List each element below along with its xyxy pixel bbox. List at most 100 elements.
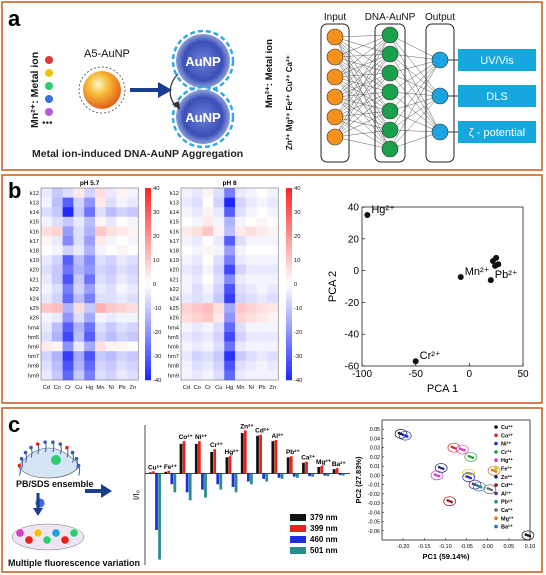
heatmap-cell (62, 303, 74, 313)
heatmap-cell (127, 351, 139, 361)
bar (152, 471, 155, 474)
down-arrow-icon (33, 508, 43, 516)
pc-ytick-label: 0.05 (370, 427, 380, 433)
colorbar-step (145, 360, 151, 366)
pc-ytick-label: 0.03 (370, 446, 380, 452)
colorbar-step (145, 269, 151, 275)
heatmap-cell (51, 341, 63, 352)
nn-link (334, 56, 391, 131)
nn-link (334, 53, 391, 78)
heatmap-cell (202, 293, 214, 304)
colorbar-step (286, 207, 292, 213)
bar (228, 456, 232, 474)
heatmap-cell (235, 351, 246, 361)
heatmap-cell (256, 360, 268, 371)
heatmap-cell (84, 255, 96, 265)
nn-link (334, 53, 391, 58)
bar (259, 434, 262, 474)
heatmap-cell (62, 312, 74, 323)
heatmap-cell (235, 197, 246, 208)
heatmap-cell (245, 351, 257, 361)
heatmap-cell (235, 293, 246, 304)
fluorescence-bar-chart: I/I₀ Cu²⁺ Fe²⁺ Co²⁺ Ni²⁺Cr³⁺Hg²⁺ Zn²⁺Cd²⁺Al³⁺… (132, 423, 350, 565)
ensemble-illustration (17, 440, 81, 509)
pc-point (494, 470, 498, 473)
heatmap-cell (267, 236, 279, 246)
heatmap-cell (181, 197, 192, 208)
heatmap-cell (202, 284, 214, 294)
heatmap-row-label: hm5 (28, 335, 39, 341)
pc-point (467, 475, 470, 479)
heatmap-row-label: k14 (30, 210, 40, 216)
heatmap-cell (256, 197, 268, 208)
pc-point (433, 473, 437, 476)
nn-link (389, 59, 441, 131)
heatmap-cell (95, 293, 106, 304)
ion-sphere (51, 528, 61, 538)
hidden-node (381, 64, 399, 82)
probe-label: A5-AuNP (84, 48, 130, 60)
surfactant-head (17, 463, 22, 468)
heatmap-cell (95, 226, 106, 237)
nn-link (334, 76, 391, 93)
output-label: ζ - potential (469, 127, 525, 139)
colorbar-step (286, 240, 292, 246)
heatmap-cell (181, 332, 192, 342)
heatmap-cell (245, 255, 257, 265)
colorbar-step (286, 212, 292, 218)
heatmap-cell (256, 312, 268, 323)
output-box (458, 121, 536, 143)
heatmap-cell (84, 197, 96, 208)
colorbar-step (286, 188, 292, 194)
pca-xtick-label: -50 (408, 369, 423, 380)
heatmap-cell (191, 312, 203, 323)
heatmap-cell (62, 322, 74, 333)
colorbar-step (145, 365, 151, 371)
heatmap-cell (224, 332, 236, 342)
heatmap-cell (235, 312, 246, 323)
nn-link (334, 56, 391, 150)
pca-point (364, 211, 371, 218)
bar (243, 430, 247, 474)
heatmap-cell (267, 197, 279, 208)
heatmap-cell (213, 207, 225, 217)
pc-point (437, 465, 441, 469)
heatmap-cell (51, 264, 63, 275)
heatmap-cell (95, 245, 106, 256)
heatmap-cell (213, 284, 225, 294)
heatmap-cell (202, 197, 214, 208)
pc-cluster-ellipse (468, 479, 482, 490)
panel-a-frame (1, 1, 543, 171)
heatmap-cell (105, 351, 117, 361)
panel-b-heatmaps: pH 5.7 k12 k13 k14 k15 k16 k17 k18 k19 k20 k21 k22 k… (28, 180, 303, 391)
pca-point-label: Pb²⁺ (495, 269, 518, 281)
colorbar-step (286, 360, 292, 366)
nn-link (334, 34, 391, 78)
heatmap-cell (191, 284, 203, 294)
heatmap-cell (116, 226, 128, 237)
ensemble-blob (17, 447, 81, 479)
bar (197, 441, 201, 474)
heatmap-cell (235, 207, 246, 217)
bar (201, 473, 204, 490)
pc-legend-marker (494, 458, 498, 463)
heatmap-cell (127, 236, 139, 246)
heatmap-cell (41, 197, 52, 208)
heatmap-col-label: Hg (226, 385, 233, 391)
nn-link (389, 59, 441, 93)
surfactant-head (65, 445, 69, 450)
heatmap-cell (224, 284, 236, 294)
heatmap-cell (51, 216, 63, 227)
heatmap-cell (105, 207, 117, 217)
nn-link (334, 129, 391, 138)
heatmap-cell (181, 351, 192, 361)
heatmap-cell (105, 332, 117, 342)
heatmap-cell (51, 197, 63, 208)
pc-legend-marker (494, 516, 498, 521)
heatmap-border (180, 187, 279, 381)
heatmap-cell (224, 293, 236, 304)
heatmap-cell (62, 341, 74, 352)
bar (289, 456, 293, 474)
nn-link (334, 72, 391, 78)
heatmap-cell (191, 188, 203, 198)
